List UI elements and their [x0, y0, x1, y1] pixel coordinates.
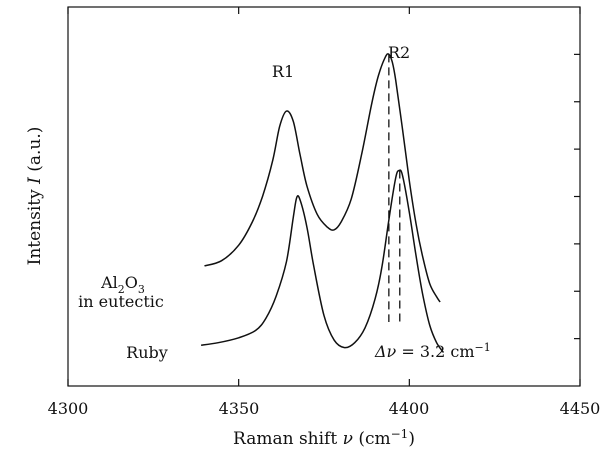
plot-frame — [67, 6, 581, 387]
x-axis-title: Raman shift ν (cm−1) — [233, 427, 415, 449]
x-tick-label-4300: 4300 — [48, 399, 89, 418]
axis-ticks — [67, 7, 581, 386]
x-tick-label-4350: 4350 — [219, 399, 260, 418]
series-label-ruby: Ruby — [126, 343, 168, 362]
x-tick-label-4450: 4450 — [560, 399, 600, 418]
series-label-al2o3: Al2O3 — [100, 273, 145, 296]
x-tick-label-4400: 4400 — [389, 399, 430, 418]
series-line-al2o3-eutectic — [204, 53, 441, 303]
series-layer — [200, 53, 445, 353]
peak-label-r1: R1 — [272, 62, 294, 81]
series-line-ruby — [200, 169, 445, 353]
dashed-marker-layer — [388, 54, 401, 322]
peak-label-r2: R2 — [388, 43, 410, 62]
y-axis-title: Intensity I (a.u.) — [25, 127, 45, 266]
delta-nu-annotation: Δν = 3.2 cm−1 — [374, 341, 491, 361]
series-label-al2o3-line2: in eutectic — [78, 292, 164, 311]
